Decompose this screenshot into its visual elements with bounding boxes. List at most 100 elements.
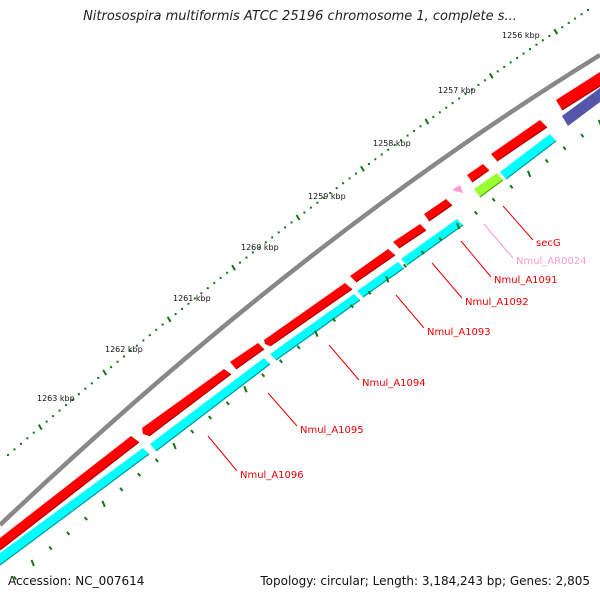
inner-tick bbox=[526, 170, 532, 178]
minor-tick bbox=[7, 454, 9, 456]
inner-ticks bbox=[13, 119, 600, 581]
minor-tick bbox=[580, 13, 583, 16]
inner-tick bbox=[509, 184, 514, 189]
inner-tick bbox=[544, 158, 549, 164]
gene-labels[interactable]: secG Nmul_AR0024 Nmul_A1091 Nmul_A1092 N… bbox=[240, 238, 587, 481]
minor-tick bbox=[65, 404, 67, 407]
minor-tick bbox=[271, 236, 274, 239]
minor-tick bbox=[110, 366, 113, 369]
gene-bar-rev-1[interactable] bbox=[0, 448, 149, 565]
minor-tick bbox=[541, 39, 544, 42]
minor-tick bbox=[496, 70, 499, 73]
major-tick bbox=[231, 264, 236, 271]
minor-tick bbox=[129, 350, 132, 353]
scale-label: 1263 kbp bbox=[37, 394, 75, 403]
minor-tick bbox=[52, 415, 55, 418]
minor-tick bbox=[355, 172, 357, 175]
gene-arrow-unnamed-4[interactable] bbox=[556, 72, 600, 110]
minor-tick bbox=[380, 153, 383, 156]
gene-label-nmul-ar0024[interactable]: Nmul_AR0024 bbox=[516, 256, 587, 267]
gene-arrow-nmul-ar0024[interactable] bbox=[452, 185, 463, 193]
minor-tick bbox=[284, 226, 287, 229]
minor-tick bbox=[509, 61, 512, 64]
minor-tick bbox=[84, 387, 87, 390]
minor-tick bbox=[322, 196, 325, 199]
major-tick bbox=[102, 369, 108, 376]
inner-tick bbox=[137, 472, 142, 477]
gene-arrow-unnamed-2[interactable] bbox=[467, 164, 489, 182]
forward-genes[interactable] bbox=[0, 72, 600, 551]
scale-label: 1262 kbp bbox=[105, 345, 143, 354]
gene-arrow-nmul-a1091[interactable] bbox=[393, 224, 426, 248]
minor-tick bbox=[393, 144, 396, 146]
minor-tick bbox=[374, 158, 377, 161]
gene-bar-other[interactable] bbox=[562, 88, 600, 126]
minor-tick bbox=[245, 256, 248, 259]
gene-label-nmul-a1095[interactable]: Nmul_A1095 bbox=[300, 425, 364, 436]
gene-bar-secg[interactable] bbox=[474, 173, 503, 197]
gene-arrow-unnamed-3[interactable] bbox=[491, 120, 547, 161]
minor-tick bbox=[258, 246, 261, 249]
inner-tick bbox=[403, 263, 407, 268]
gene-arrow-nmul-a1092[interactable] bbox=[350, 249, 395, 282]
minor-tick bbox=[116, 360, 119, 363]
inner-tick bbox=[597, 119, 600, 126]
minor-tick bbox=[174, 313, 177, 316]
gene-arrow-nmul-a1096[interactable] bbox=[0, 436, 139, 550]
gene-label-nmul-a1093[interactable]: Nmul_A1093 bbox=[427, 327, 491, 338]
minor-tick bbox=[432, 115, 435, 118]
minor-tick bbox=[264, 241, 267, 244]
minor-tick bbox=[503, 65, 506, 68]
gene-label-secg[interactable]: secG bbox=[536, 238, 561, 249]
minor-tick bbox=[464, 92, 467, 95]
minor-tick bbox=[587, 9, 589, 11]
scale-label: 1260 kbp bbox=[241, 243, 279, 252]
gene-bar-rev-5[interactable] bbox=[401, 219, 463, 265]
gene-label-nmul-a1092[interactable]: Nmul_A1092 bbox=[465, 297, 529, 308]
minor-tick bbox=[187, 302, 190, 305]
scale-dots bbox=[7, 9, 589, 456]
inner-tick bbox=[13, 575, 17, 581]
minor-tick bbox=[522, 52, 525, 55]
inner-tick bbox=[473, 210, 478, 215]
minor-tick bbox=[342, 182, 345, 185]
minor-tick bbox=[200, 292, 203, 295]
minor-tick bbox=[161, 323, 164, 326]
inner-tick bbox=[101, 500, 106, 508]
gene-label-nmul-a1091[interactable]: Nmul_A1091 bbox=[494, 275, 558, 286]
gene-bar-rev-2[interactable] bbox=[150, 358, 270, 451]
minor-tick bbox=[239, 261, 241, 264]
inner-tick bbox=[332, 317, 337, 323]
minor-tick bbox=[155, 328, 158, 331]
minor-tick bbox=[413, 129, 415, 132]
scale-label: 1261 kbp bbox=[173, 294, 211, 303]
inner-tick bbox=[420, 250, 425, 255]
inner-tick bbox=[296, 345, 301, 350]
inner-tick bbox=[83, 516, 88, 521]
minor-tick bbox=[213, 282, 216, 285]
gene-label-nmul-a1094[interactable]: Nmul_A1094 bbox=[362, 378, 426, 389]
reverse-genes[interactable] bbox=[0, 134, 557, 566]
minor-tick bbox=[529, 48, 531, 51]
inner-tick bbox=[243, 385, 248, 393]
minor-tick bbox=[142, 339, 145, 342]
gene-arrow-nmul-a1093[interactable] bbox=[264, 283, 352, 346]
minor-tick bbox=[26, 437, 29, 440]
gene-bar-rev-4[interactable] bbox=[357, 262, 404, 297]
gene-bar-rev-3[interactable] bbox=[270, 294, 360, 360]
major-tick bbox=[360, 165, 365, 172]
gene-bar-rev-6[interactable] bbox=[500, 134, 556, 179]
major-tick bbox=[166, 316, 172, 323]
gene-arrow-unnamed-1[interactable] bbox=[424, 199, 452, 221]
minor-tick bbox=[483, 79, 486, 82]
inner-tick bbox=[190, 429, 195, 434]
minor-tick bbox=[135, 344, 138, 347]
minor-tick bbox=[548, 34, 551, 37]
inner-tick bbox=[172, 442, 177, 450]
minor-tick bbox=[148, 334, 151, 337]
minor-tick bbox=[438, 111, 441, 114]
gene-arrow-nmul-a1094[interactable] bbox=[230, 343, 264, 369]
gene-label-nmul-a1096[interactable]: Nmul_A1096 bbox=[240, 470, 304, 481]
gene-arrow-nmul-a1095[interactable] bbox=[142, 369, 231, 436]
inner-tick bbox=[562, 146, 567, 151]
